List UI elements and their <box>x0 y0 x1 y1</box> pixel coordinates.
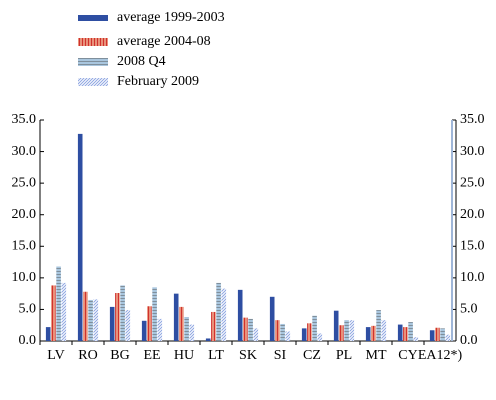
bar <box>365 327 371 341</box>
y2-tick-label: 5.0 <box>460 302 478 317</box>
y2-tick-label: 25.0 <box>460 175 485 190</box>
y2-tick-label: 30.0 <box>460 144 485 159</box>
bar <box>435 327 440 341</box>
legend-label: average 1999-2003 <box>117 10 225 25</box>
bar <box>61 282 67 341</box>
legend-label: 2008 Q4 <box>117 54 166 69</box>
bar <box>216 282 221 341</box>
y2-tick-label: 20.0 <box>460 207 485 222</box>
bar <box>221 288 227 341</box>
bar <box>77 133 83 341</box>
bar <box>376 310 381 341</box>
y2-tick-label: 0.0 <box>460 333 478 348</box>
bar <box>275 320 280 341</box>
bar <box>269 296 275 341</box>
legend-label: February 2009 <box>117 74 199 89</box>
bar <box>243 317 248 341</box>
legend-swatch <box>78 78 108 86</box>
bar <box>125 310 131 341</box>
bar <box>115 293 120 341</box>
bar <box>445 334 451 341</box>
bar <box>344 320 349 341</box>
bar <box>56 266 61 341</box>
y-tick-label: 20.0 <box>12 207 37 222</box>
bar <box>408 322 413 341</box>
y2-tick-label: 10.0 <box>460 270 485 285</box>
bar <box>280 323 285 341</box>
x-tick-label: PL <box>336 348 352 363</box>
y-tick-label: 10.0 <box>12 270 37 285</box>
bar <box>440 328 445 341</box>
x-tick-label: LV <box>47 348 64 363</box>
bar <box>189 324 195 341</box>
legend-label: average 2004-08 <box>117 34 211 49</box>
legend-swatch <box>78 38 108 46</box>
x-tick-label: RO <box>78 348 97 363</box>
x-tick-label: LT <box>208 348 224 363</box>
bar <box>51 285 56 341</box>
bar <box>147 306 152 341</box>
bar <box>152 287 157 341</box>
y-tick-label: 35.0 <box>12 112 37 127</box>
bar <box>301 328 307 341</box>
bar <box>45 327 51 341</box>
x-tick-label: SI <box>274 348 287 363</box>
y-tick-label: 15.0 <box>12 239 37 254</box>
bar <box>248 318 253 341</box>
bar <box>312 315 317 341</box>
x-tick-label: MT <box>366 348 387 363</box>
y-tick-label: 25.0 <box>12 175 37 190</box>
x-tick-label: SK <box>239 348 257 363</box>
x-tick-label: CZ <box>303 348 321 363</box>
x-tick-label: BG <box>110 348 129 363</box>
y-tick-label: 30.0 <box>12 144 37 159</box>
bar <box>120 285 125 341</box>
bar <box>88 299 93 341</box>
bar <box>141 320 147 341</box>
bar <box>179 306 184 341</box>
y-tick-label: 0.0 <box>19 333 37 348</box>
bar <box>211 311 216 341</box>
bar <box>429 330 435 341</box>
bar <box>253 328 259 341</box>
legend-swatch <box>78 15 108 21</box>
bar <box>413 337 419 341</box>
bar <box>317 333 323 341</box>
y2-tick-label: 35.0 <box>460 112 485 127</box>
bar <box>339 325 344 341</box>
bar <box>381 320 387 341</box>
bar <box>184 317 189 341</box>
bar <box>333 310 339 341</box>
bar <box>237 289 243 341</box>
legend-swatch <box>78 58 108 66</box>
bar <box>371 325 376 341</box>
y-tick-label: 5.0 <box>19 302 37 317</box>
bar <box>205 338 211 341</box>
bar <box>157 318 163 341</box>
bar <box>109 306 115 341</box>
x-tick-label: EE <box>143 348 160 363</box>
x-tick-label: CY <box>398 348 417 363</box>
bar <box>93 299 99 341</box>
bar <box>403 327 408 341</box>
bar <box>173 293 179 341</box>
x-tick-label: HU <box>174 348 194 363</box>
y2-tick-label: 15.0 <box>460 239 485 254</box>
bar <box>83 291 88 341</box>
x-tick-label: EA12*) <box>418 348 463 363</box>
bar <box>349 320 355 341</box>
bar <box>397 324 403 341</box>
bar <box>285 331 291 341</box>
bar <box>307 323 312 341</box>
